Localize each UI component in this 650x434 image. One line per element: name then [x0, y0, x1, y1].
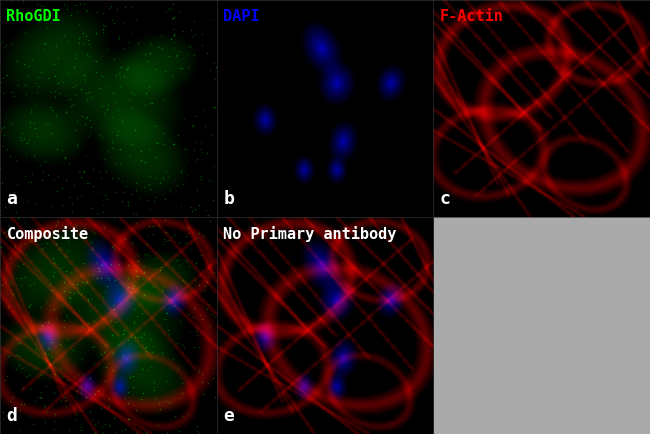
Text: F-Actin: F-Actin — [440, 9, 504, 24]
Text: RhoGDI: RhoGDI — [6, 9, 61, 24]
Text: No Primary antibody: No Primary antibody — [223, 226, 396, 242]
Text: e: e — [223, 408, 234, 425]
Text: Composite: Composite — [6, 226, 88, 242]
Text: d: d — [6, 408, 18, 425]
Text: c: c — [440, 191, 450, 208]
Text: b: b — [223, 191, 234, 208]
Text: DAPI: DAPI — [223, 9, 259, 24]
Text: a: a — [6, 191, 18, 208]
